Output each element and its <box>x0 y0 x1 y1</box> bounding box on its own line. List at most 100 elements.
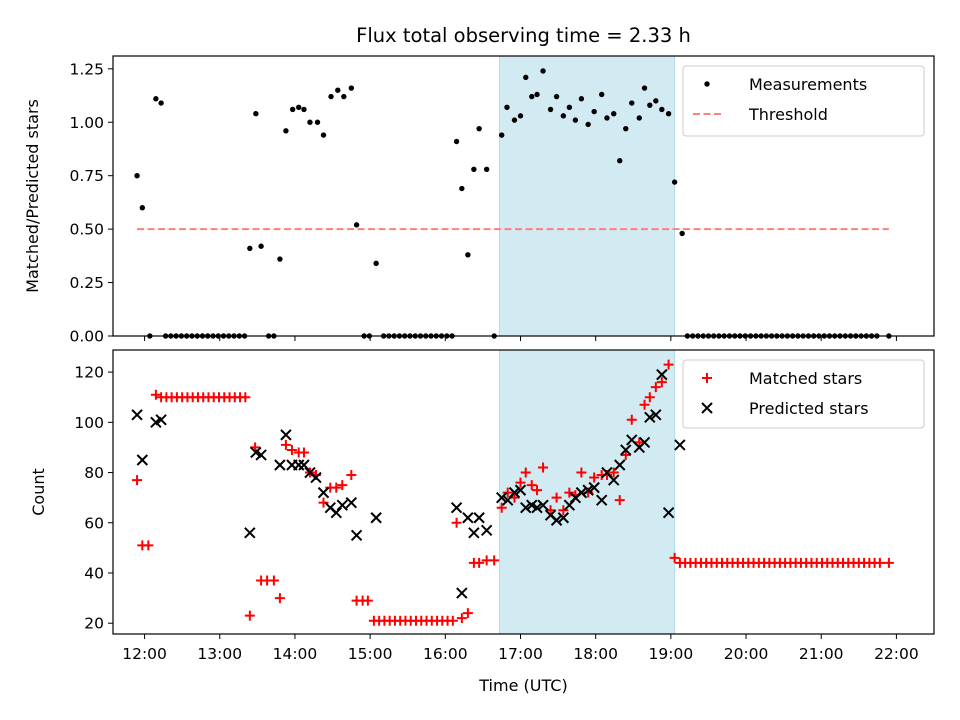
bottom-series-matched-stars-point <box>346 470 357 481</box>
top-series-measurements-point <box>476 125 482 132</box>
bottom-series-predicted-stars-point <box>537 499 549 511</box>
bottom-series-matched-stars-point <box>474 557 485 568</box>
bottom-series-matched-stars-point <box>298 447 309 458</box>
bottom-y-tick-label: 100 <box>74 414 104 432</box>
bottom-series-predicted-stars-point <box>473 512 485 524</box>
bottom-series-matched-stars-point <box>150 389 161 400</box>
top-series-measurements-point <box>307 119 313 125</box>
bottom-series-matched-stars-point <box>656 377 667 388</box>
bottom-legend-predicted-stars-marker <box>701 402 713 414</box>
x-tick-label: 20:00 <box>724 645 769 663</box>
top-series-measurements-point <box>578 96 585 102</box>
top-series-measurements-point <box>335 87 341 93</box>
bottom-series-matched-stars-point <box>644 392 655 403</box>
top-series-measurements-point <box>301 106 307 113</box>
bottom-series-matched-stars-point <box>526 480 537 491</box>
bottom-series-predicted-stars-point <box>638 436 651 449</box>
bottom-series-predicted-stars-point <box>595 494 608 506</box>
top-legend-box <box>682 65 925 137</box>
bottom-series-matched-stars-point <box>143 540 154 551</box>
top-series-measurements-point <box>560 113 567 119</box>
top-series-measurements-point <box>277 256 283 262</box>
bottom-series-predicted-stars-point <box>582 484 594 496</box>
bottom-series-predicted-stars-point <box>330 507 343 519</box>
bottom-y-tick-label: 80 <box>84 464 104 482</box>
top-series-measurements-point <box>158 100 164 106</box>
bottom-series-predicted-stars-point <box>274 459 286 471</box>
bottom-series-matched-stars-point <box>883 557 894 568</box>
top-series-measurements-point <box>572 117 579 123</box>
top-series-measurements-point <box>483 166 490 172</box>
bottom-series-predicted-stars-point <box>495 491 508 504</box>
top-series-measurements-point <box>139 205 146 211</box>
top-series-measurements-point <box>283 128 289 134</box>
top-series-measurements-point <box>529 93 535 100</box>
top-series-measurements-point <box>504 104 510 110</box>
bottom-series-matched-stars-point <box>538 462 549 473</box>
top-axes-frame <box>112 55 935 337</box>
top-series-measurements-point <box>636 115 642 121</box>
bottom-series-predicted-stars-point <box>531 501 543 514</box>
bottom-series-matched-stars-point <box>551 492 562 503</box>
bottom-series-matched-stars-point <box>280 439 291 450</box>
x-tick-label: 16:00 <box>423 645 468 663</box>
bottom-axes-frame <box>112 349 935 635</box>
top-series-measurements-point <box>153 96 159 102</box>
bottom-series-matched-stars-point <box>268 575 279 586</box>
bottom-y-tick-label: 60 <box>84 514 104 532</box>
top-y-tick-label: 0.75 <box>69 167 104 185</box>
bottom-series-predicted-stars-point <box>255 449 267 461</box>
bottom-series-matched-stars-point <box>502 487 513 498</box>
bottom-legend-matched-stars-marker <box>702 373 712 383</box>
bottom-series-matched-stars-point <box>639 399 650 410</box>
top-series-measurements-point <box>591 108 597 115</box>
top-series-measurements-point <box>511 117 518 123</box>
top-series-measurements-point <box>134 172 140 179</box>
x-tick-label: 18:00 <box>573 645 618 663</box>
top-panel: 0.00 0.25 0.50 0.75 1.00 1.25 Matched/Predicte… <box>23 55 935 346</box>
x-tick-label: 22:00 <box>874 645 919 663</box>
bottom-series-predicted-stars-point <box>608 474 620 486</box>
bottom-y-axis-label: Count <box>29 468 48 516</box>
top-series-measurements-point <box>647 102 653 108</box>
top-series-measurements-point <box>566 104 573 110</box>
top-series-measurements-point <box>523 74 529 81</box>
bottom-series-matched-stars-point <box>331 482 342 493</box>
top-y-tick-label: 1.25 <box>69 60 104 78</box>
bottom-series-matched-stars-point <box>462 608 473 619</box>
top-series-measurements-point <box>665 111 672 117</box>
bottom-series-matched-stars-point <box>240 392 251 403</box>
bottom-series-matched-stars-point <box>589 472 600 483</box>
bottom-series-matched-stars-point <box>614 495 625 506</box>
top-legend-measurements-label: Measurements <box>749 75 867 94</box>
bottom-series-predicted-stars-point <box>456 587 468 599</box>
top-series-measurements-point <box>348 85 355 91</box>
bottom-series-predicted-stars-point <box>514 484 527 496</box>
bottom-series-predicted-stars-point <box>656 368 668 381</box>
bottom-series-matched-stars-point <box>626 414 637 425</box>
bottom-series-matched-stars-point <box>532 485 543 496</box>
bottom-series-predicted-stars-point <box>155 414 167 426</box>
bottom-series-predicted-stars-point <box>462 512 474 524</box>
bottom-series-predicted-stars-point <box>244 527 256 539</box>
bottom-series-predicted-stars-point <box>336 499 349 511</box>
top-series-measurements-point <box>258 243 264 249</box>
bottom-series-matched-stars-point <box>496 502 507 513</box>
top-series-measurements-point <box>604 115 610 121</box>
top-series-measurements-point <box>547 106 554 113</box>
bottom-series-predicted-stars-point <box>557 512 570 524</box>
top-series-measurements-point <box>247 245 253 252</box>
bottom-legend-matched-stars-label: Matched stars <box>749 369 862 388</box>
bottom-series-predicted-stars-point <box>280 429 292 441</box>
bottom-series-predicted-stars-point <box>345 496 358 509</box>
bottom-series-predicted-stars-point <box>370 512 382 524</box>
top-series-measurements-point <box>653 98 659 104</box>
top-series-measurements-point <box>534 91 540 98</box>
bottom-y-tick-label: 40 <box>84 564 104 582</box>
top-series-measurements-point <box>611 111 617 117</box>
bottom-series-matched-stars-point <box>132 475 143 486</box>
top-series-measurements-point <box>453 138 460 145</box>
bottom-series-predicted-stars-point <box>136 454 149 466</box>
bottom-series-predicted-stars-point <box>674 439 686 451</box>
bottom-series-predicted-stars-point <box>614 459 626 471</box>
